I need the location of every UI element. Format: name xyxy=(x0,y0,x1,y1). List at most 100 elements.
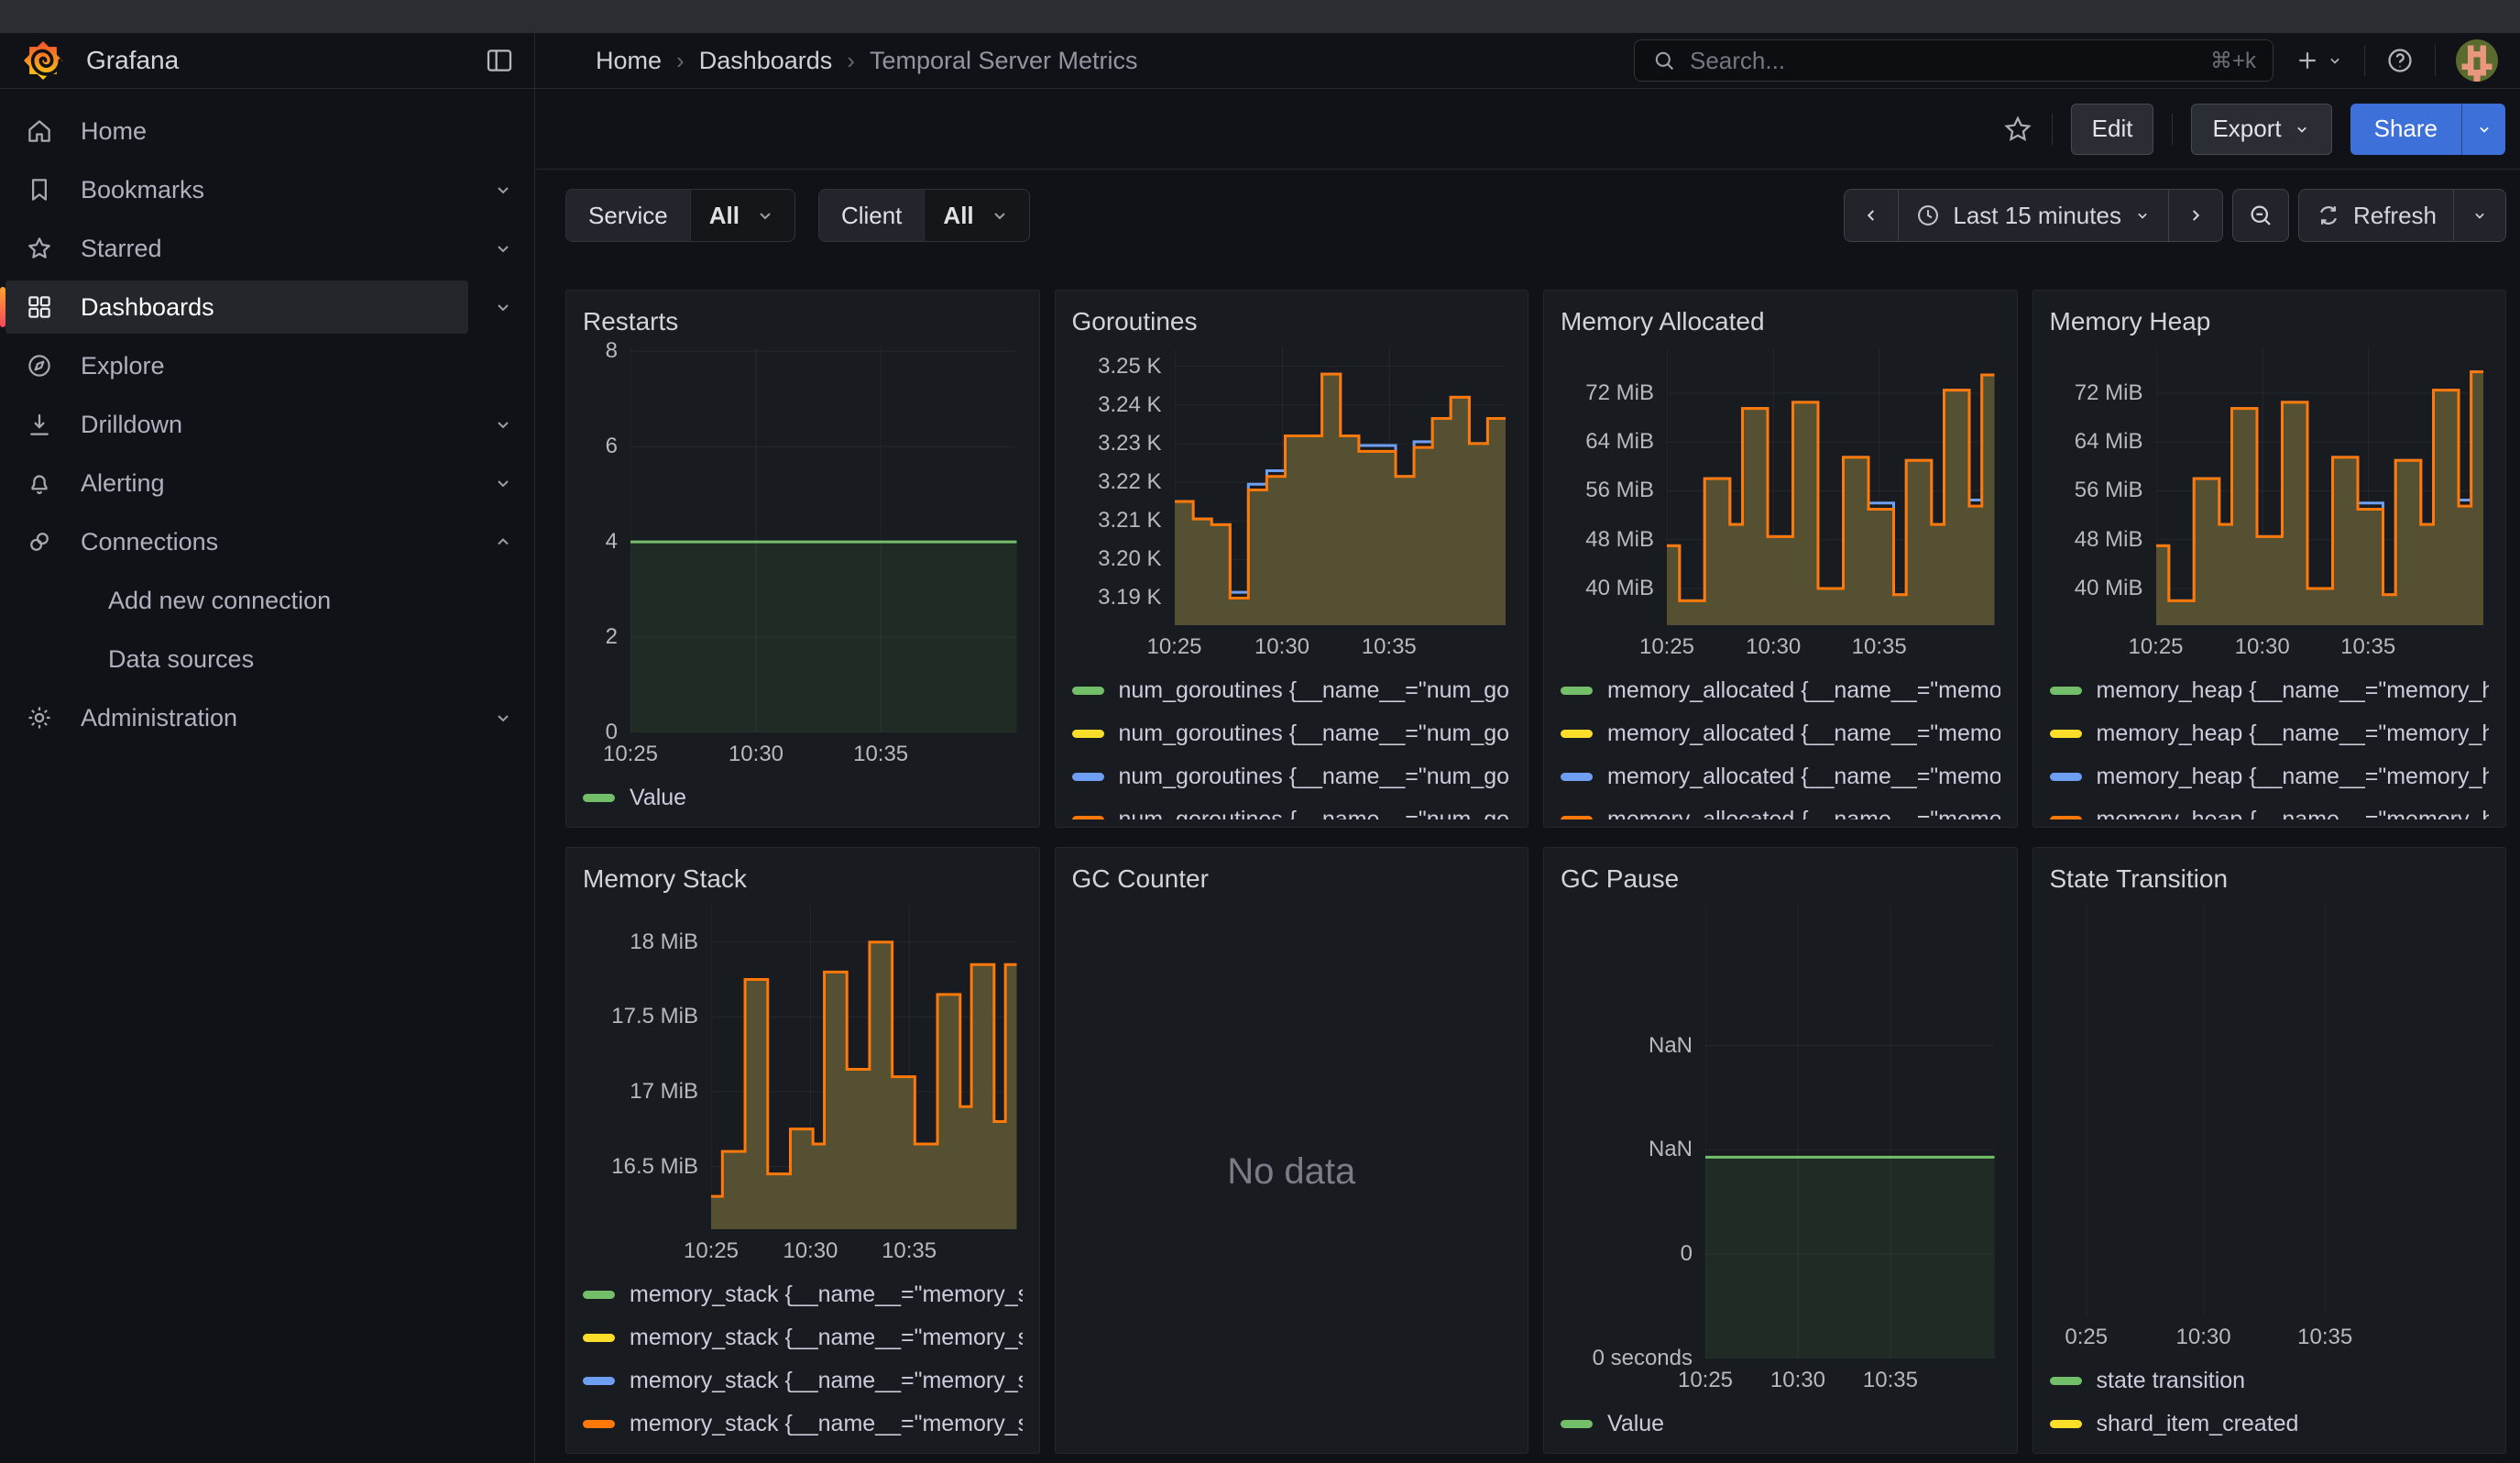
legend-item[interactable]: memory_heap {__name__="memory_h xyxy=(2050,798,2490,820)
x-tick-label: 10:35 xyxy=(2297,1325,2352,1350)
add-menu-button[interactable] xyxy=(2294,47,2344,74)
sidebar-item-button[interactable]: Starred xyxy=(5,222,468,275)
window-chrome-strip xyxy=(0,0,2520,33)
timeseries-plot[interactable] xyxy=(1705,905,1995,1358)
legend-item[interactable]: Value xyxy=(583,776,1023,820)
sidebar-item-button[interactable]: Data sources xyxy=(5,632,468,686)
legend: Value xyxy=(583,771,1023,820)
search-input[interactable] xyxy=(1690,47,2197,75)
time-range-button[interactable]: Last 15 minutes xyxy=(1898,189,2169,242)
panel-title[interactable]: Restarts xyxy=(583,303,1023,340)
legend-item[interactable]: memory_stack {__name__="memory_s xyxy=(583,1273,1023,1316)
brand-name: Grafana xyxy=(86,46,179,75)
sidebar-item-button[interactable]: Connections xyxy=(5,515,468,568)
help-button[interactable] xyxy=(2385,46,2415,75)
chevron-down-icon[interactable] xyxy=(492,296,514,318)
timeseries-plot[interactable] xyxy=(1667,347,1995,625)
legend-item[interactable]: shard_item_created xyxy=(2050,1402,2490,1446)
panel-body: 3.19 K3.20 K3.21 K3.22 K3.23 K3.24 K3.25… xyxy=(1072,340,1512,820)
variable-value-dropdown[interactable]: All xyxy=(924,190,1028,241)
chevron-down-icon[interactable] xyxy=(492,237,514,259)
timeseries-plot[interactable] xyxy=(2156,347,2484,625)
sidebar-item-button[interactable]: Explore xyxy=(5,339,468,392)
timeseries-plot[interactable] xyxy=(630,347,1017,732)
sidebar-item-button[interactable]: Bookmarks xyxy=(5,163,468,216)
sidebar-item-button[interactable]: Home xyxy=(5,104,468,158)
zoom-out-button[interactable] xyxy=(2232,189,2289,242)
chevron-down-icon[interactable] xyxy=(492,472,514,494)
timeseries-plot[interactable] xyxy=(1175,347,1507,625)
legend-item[interactable]: memory_allocated {__name__="memo xyxy=(1561,712,2000,755)
legend-item[interactable]: Value xyxy=(1561,1402,2000,1446)
share-button[interactable]: Share xyxy=(2350,104,2461,155)
user-avatar[interactable] xyxy=(2456,39,2498,82)
legend-item[interactable]: num_goroutines {__name__="num_go xyxy=(1072,712,1512,755)
legend: num_goroutines {__name__="num_gonum_goro… xyxy=(1072,664,1512,820)
sidebar-item-label: Explore xyxy=(81,352,165,380)
legend-item[interactable]: memory_allocated {__name__="memo xyxy=(1561,755,2000,798)
timeseries-plot[interactable] xyxy=(2050,905,2484,1315)
legend-item[interactable]: memory_stack {__name__="memory_s xyxy=(583,1359,1023,1402)
connections-icon xyxy=(26,528,53,556)
chevron-down-icon[interactable] xyxy=(492,707,514,729)
panel-title[interactable]: Goroutines xyxy=(1072,303,1512,340)
refresh-interval-button[interactable] xyxy=(2453,189,2506,242)
sidebar-toggle-icon[interactable] xyxy=(485,46,514,75)
legend-item[interactable]: memory_heap {__name__="memory_h xyxy=(2050,669,2490,712)
sidebar-item-label: Data sources xyxy=(108,645,254,674)
chevron-down-icon[interactable] xyxy=(492,179,514,201)
time-forward-button[interactable] xyxy=(2168,189,2223,242)
timeseries-plot[interactable] xyxy=(711,905,1017,1229)
search-box[interactable]: ⌘+k xyxy=(1634,39,2273,82)
panel-title[interactable]: GC Pause xyxy=(1561,861,2000,897)
breadcrumb-item[interactable]: Dashboards xyxy=(699,47,833,75)
panel-goroutines: Goroutines3.19 K3.20 K3.21 K3.22 K3.23 K… xyxy=(1055,290,1529,828)
panel-title[interactable]: Memory Heap xyxy=(2050,303,2490,340)
time-back-button[interactable] xyxy=(1844,189,1899,242)
legend-item[interactable]: memory_heap {__name__="memory_h xyxy=(2050,712,2490,755)
panel-body: 0 seconds0NaNNaN10:2510:3010:35Value xyxy=(1561,897,2000,1446)
legend-item[interactable]: memory_stack {__name__="memory_s xyxy=(583,1402,1023,1446)
variable-value-dropdown[interactable]: All xyxy=(690,190,794,241)
x-axis-labels: 10:2510:3010:35 xyxy=(1667,625,1995,664)
panel-title[interactable]: GC Counter xyxy=(1072,861,1512,897)
legend-item[interactable]: memory_allocated {__name__="memo xyxy=(1561,798,2000,820)
legend-item[interactable]: num_goroutines {__name__="num_go xyxy=(1072,798,1512,820)
legend-item[interactable]: num_goroutines {__name__="num_go xyxy=(1072,669,1512,712)
x-axis-labels: 0:2510:3010:35 xyxy=(2050,1315,2484,1354)
sidebar-item-data-sources: Data sources xyxy=(0,630,534,688)
legend-label: memory_allocated {__name__="memo xyxy=(1607,764,2000,790)
legend-item[interactable]: memory_stack {__name__="memory_s xyxy=(583,1316,1023,1359)
sidebar-item-button[interactable]: Administration xyxy=(5,691,468,744)
share-menu-button[interactable] xyxy=(2461,104,2505,155)
sidebar-item-button[interactable]: Alerting xyxy=(5,456,468,510)
x-tick-label: 10:35 xyxy=(1362,634,1417,660)
panel-title[interactable]: Memory Allocated xyxy=(1561,303,2000,340)
sidebar-item-label: Dashboards xyxy=(81,293,214,322)
y-axis-labels: 40 MiB48 MiB56 MiB64 MiB72 MiB xyxy=(1561,347,1654,625)
breadcrumb-item[interactable]: Home xyxy=(596,47,662,75)
dashboard-toolbar: Edit Export Share xyxy=(536,89,2520,170)
legend-item[interactable]: memory_allocated {__name__="memo xyxy=(1561,669,2000,712)
sidebar-item-button[interactable]: Add new connection xyxy=(5,574,468,627)
panel-title[interactable]: Memory Stack xyxy=(583,861,1023,897)
search-icon xyxy=(1651,48,1677,73)
refresh-button[interactable]: Refresh xyxy=(2298,189,2454,242)
legend-label: memory_stack {__name__="memory_s xyxy=(630,1411,1023,1437)
chevron-down-icon[interactable] xyxy=(492,413,514,435)
edit-button[interactable]: Edit xyxy=(2071,104,2154,155)
y-tick-label: 17 MiB xyxy=(583,1079,698,1105)
legend-item[interactable]: state transition xyxy=(2050,1359,2490,1402)
panel-title[interactable]: State Transition xyxy=(2050,861,2490,897)
header-actions: ⌘+k xyxy=(1634,39,2520,82)
legend-item[interactable]: num_goroutines {__name__="num_go xyxy=(1072,755,1512,798)
brand-zone: Grafana xyxy=(0,33,535,88)
export-button[interactable]: Export xyxy=(2191,104,2331,155)
sidebar-item-label: Bookmarks xyxy=(81,176,204,204)
y-axis-labels: 02468 xyxy=(583,347,618,732)
legend-item[interactable]: memory_heap {__name__="memory_h xyxy=(2050,755,2490,798)
favorite-star-icon[interactable] xyxy=(2002,114,2033,145)
chevron-up-icon[interactable] xyxy=(492,531,514,553)
sidebar-item-button[interactable]: Dashboards xyxy=(5,280,468,334)
sidebar-item-button[interactable]: Drilldown xyxy=(5,398,468,451)
